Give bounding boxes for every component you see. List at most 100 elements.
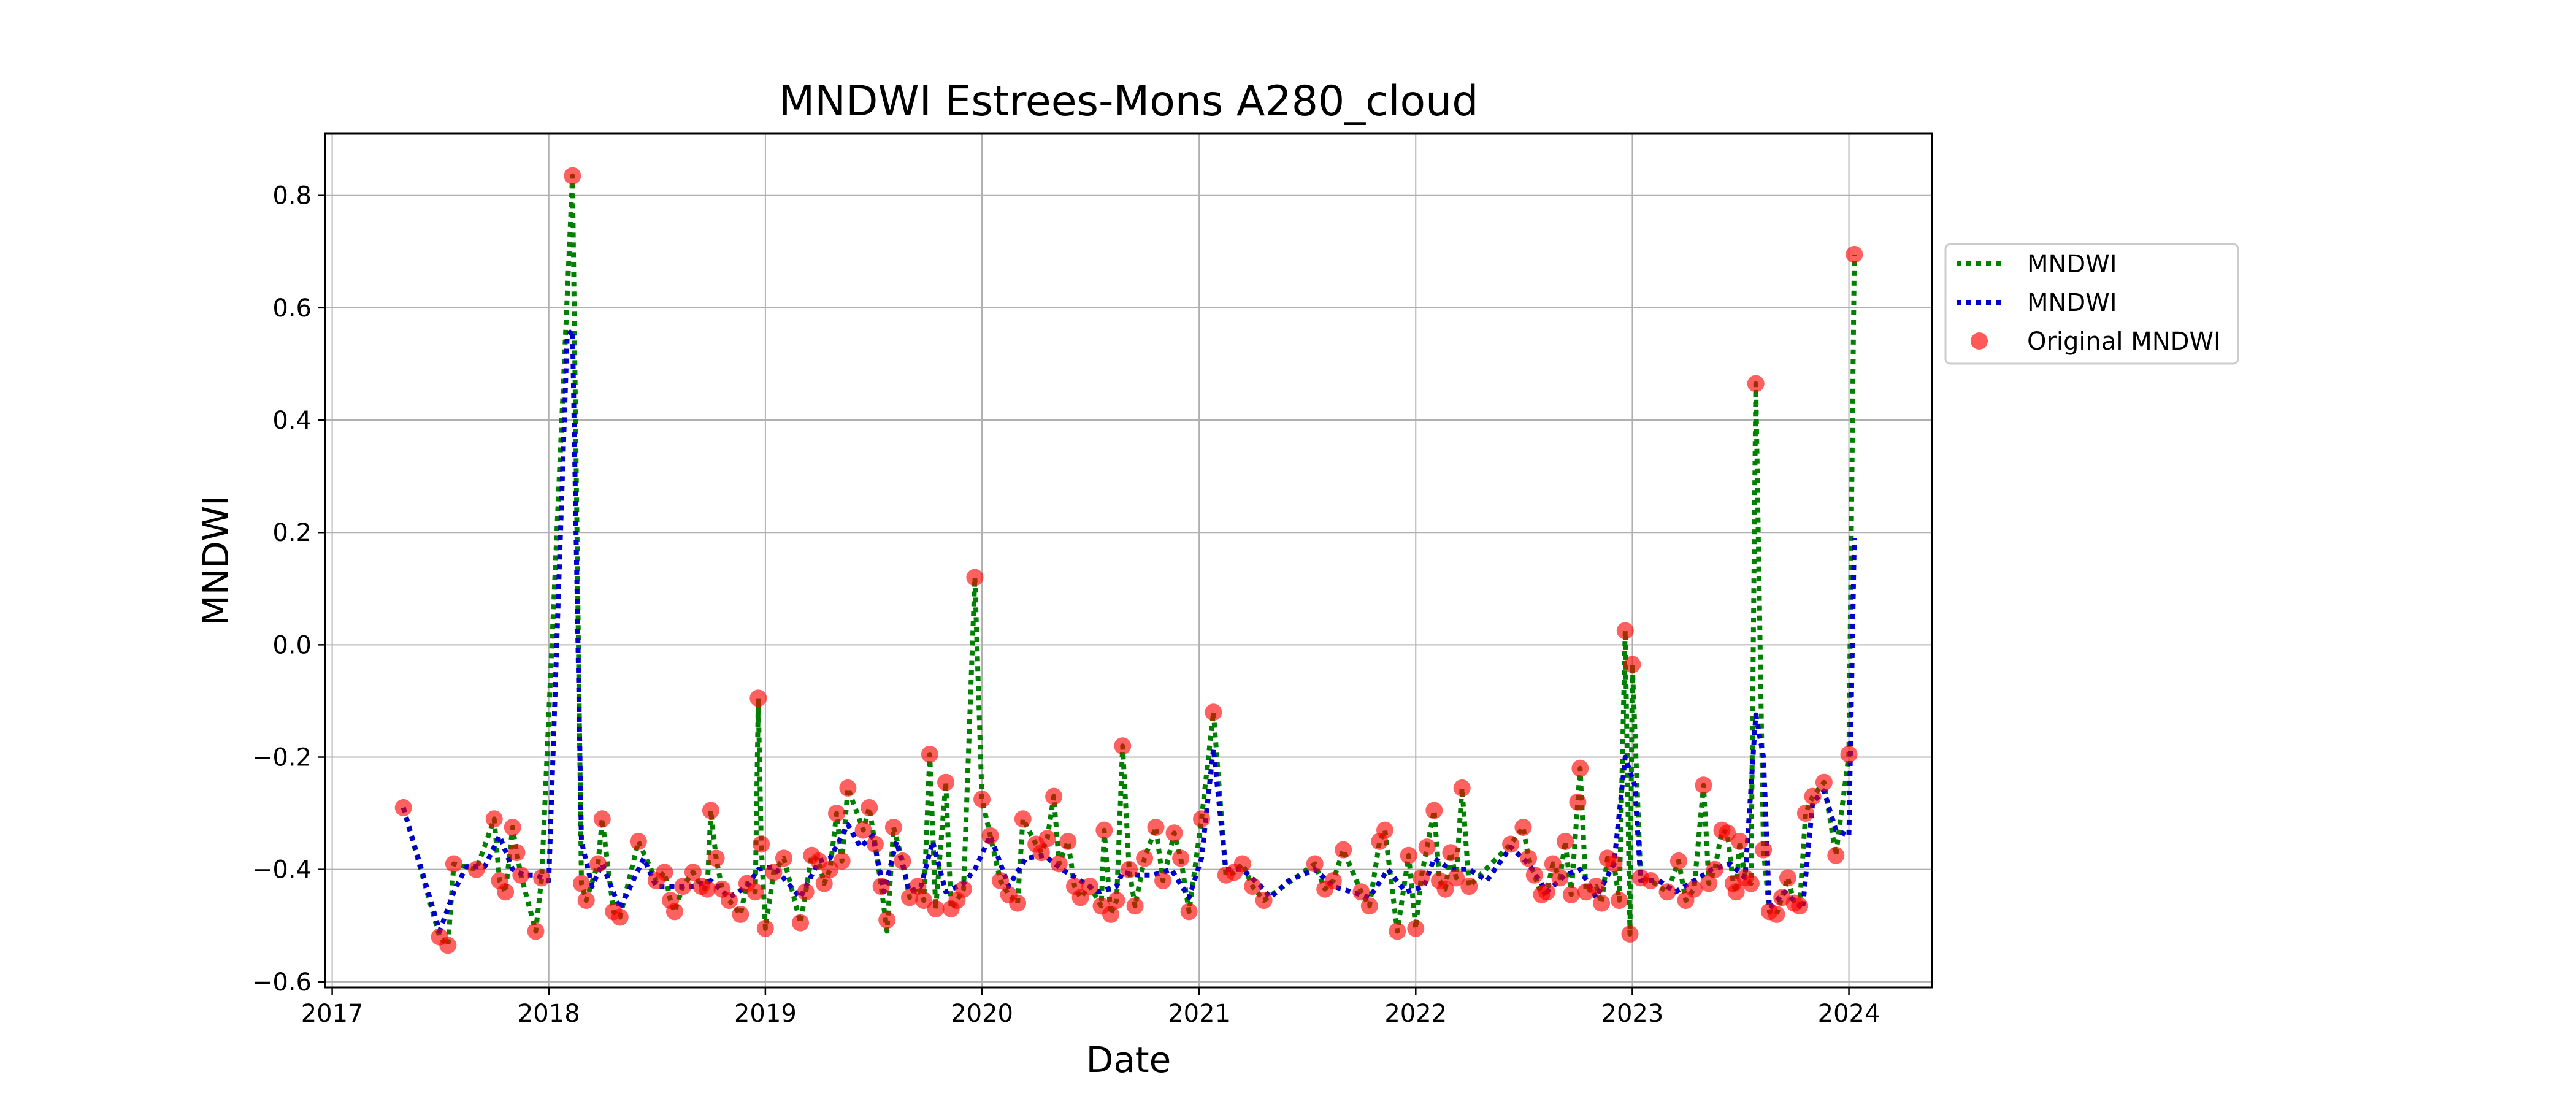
- data-point: [533, 869, 551, 887]
- data-point: [1205, 703, 1222, 721]
- data-point: [1193, 810, 1210, 828]
- data-point: [1502, 835, 1520, 853]
- data-point: [1045, 787, 1063, 805]
- data-point: [1335, 841, 1352, 859]
- data-point: [1413, 869, 1430, 887]
- data-point: [467, 860, 485, 878]
- data-point: [1706, 860, 1723, 878]
- data-point: [611, 908, 629, 926]
- data-point: [1544, 855, 1562, 873]
- data-point: [1114, 737, 1132, 755]
- data-point: [593, 810, 611, 828]
- plot-area-background: [325, 134, 1932, 987]
- data-point: [815, 875, 833, 892]
- data-point: [394, 799, 412, 816]
- data-point: [1804, 787, 1822, 805]
- data-point: [1569, 793, 1587, 811]
- data-point: [1126, 897, 1144, 915]
- data-point: [485, 810, 503, 828]
- y-tick-label: 0.8: [272, 182, 312, 210]
- y-tick-label: −0.4: [252, 856, 312, 884]
- data-point: [564, 167, 581, 185]
- x-tick-label: 2019: [734, 1000, 797, 1028]
- data-point: [1233, 855, 1251, 873]
- data-point: [1623, 656, 1641, 673]
- data-point: [1557, 832, 1574, 850]
- data-point: [1447, 869, 1465, 887]
- data-point: [1071, 889, 1089, 906]
- data-point: [1154, 872, 1172, 889]
- data-point: [1108, 892, 1125, 910]
- legend-marker-original: [1971, 332, 1988, 350]
- y-tick-label: 0.2: [272, 519, 312, 547]
- data-point: [1551, 869, 1569, 887]
- data-point: [1453, 779, 1471, 797]
- y-tick-label: 0.0: [272, 631, 312, 659]
- data-point: [966, 569, 984, 586]
- data-point: [872, 878, 890, 895]
- data-point: [927, 900, 945, 917]
- data-point: [665, 903, 683, 921]
- data-point: [1846, 245, 1863, 263]
- y-axis-label: MNDWI: [195, 496, 237, 626]
- data-point: [1719, 824, 1736, 842]
- data-point: [504, 819, 521, 836]
- scatter-points: [394, 167, 1863, 954]
- data-point: [1032, 844, 1050, 862]
- x-tick-label: 2024: [1818, 1000, 1880, 1028]
- data-point: [746, 883, 764, 901]
- data-point: [1658, 883, 1676, 901]
- data-point: [629, 832, 647, 850]
- x-tick-label: 2017: [301, 1000, 364, 1028]
- data-point: [1587, 878, 1605, 895]
- data-point: [839, 779, 857, 797]
- data-point: [1165, 824, 1183, 842]
- data-point: [1768, 905, 1785, 923]
- data-point: [1538, 883, 1556, 901]
- data-point: [720, 892, 738, 910]
- data-point: [1700, 875, 1718, 892]
- data-point: [797, 883, 815, 901]
- data-point: [589, 855, 607, 873]
- legend-label-series-2: MNDWI: [2027, 289, 2117, 317]
- data-point: [1742, 875, 1760, 892]
- data-point: [707, 849, 725, 867]
- data-point: [1791, 897, 1809, 915]
- data-point: [1642, 872, 1660, 889]
- data-point: [1389, 922, 1406, 940]
- axis-ticks: 2017 2018 2019 2020 2021 2022 2023 2024 −0.6 −0.4…: [252, 182, 1880, 1028]
- plot-frame: [324, 132, 1933, 989]
- chart-title: MNDWI Estrees-Mons A280_cloud: [779, 77, 1479, 126]
- data-point: [1460, 878, 1478, 895]
- data-point: [756, 919, 774, 937]
- data-point: [1425, 802, 1443, 819]
- x-tick-label: 2022: [1384, 1000, 1447, 1028]
- data-point: [1571, 759, 1589, 777]
- data-point: [1014, 810, 1032, 828]
- data-point: [749, 689, 767, 707]
- data-point: [981, 827, 999, 845]
- data-point: [1244, 878, 1262, 895]
- data-point: [1755, 841, 1773, 859]
- data-point: [821, 860, 839, 878]
- data-point: [527, 922, 545, 940]
- data-point: [1727, 883, 1745, 901]
- data-point: [1102, 905, 1119, 923]
- data-point: [1306, 855, 1324, 873]
- data-point: [1616, 622, 1634, 640]
- data-point: [1360, 897, 1378, 915]
- data-point: [1747, 375, 1765, 393]
- data-point: [445, 855, 462, 873]
- data-point: [894, 852, 911, 870]
- x-tick-label: 2023: [1601, 1000, 1664, 1028]
- x-tick-label: 2021: [1168, 1000, 1230, 1028]
- data-point: [973, 791, 991, 808]
- data-point: [1081, 878, 1099, 895]
- data-point: [1121, 860, 1138, 878]
- data-point: [1593, 894, 1611, 912]
- legend-box: [1944, 243, 2239, 365]
- data-point: [854, 821, 872, 839]
- data-point: [828, 805, 845, 822]
